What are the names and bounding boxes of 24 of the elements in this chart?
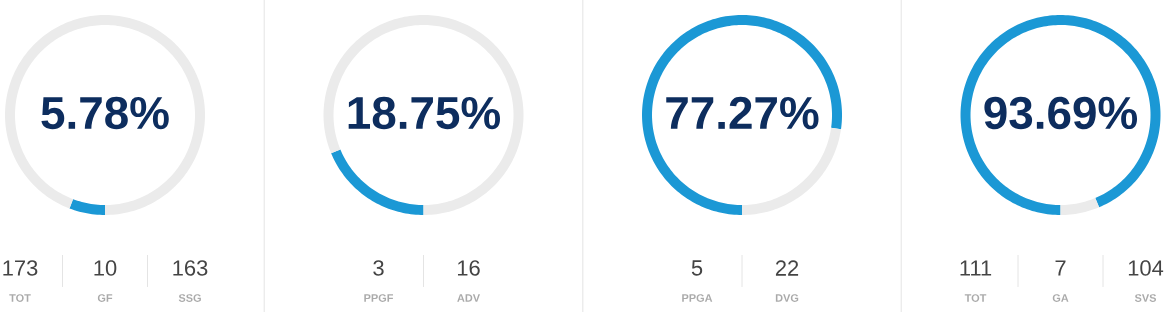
text: 163 bbox=[173, 260, 208, 276]
text: DVG bbox=[775, 294, 799, 302]
text: 16 bbox=[457, 260, 480, 276]
text: SSG bbox=[178, 294, 201, 302]
text: 3 bbox=[373, 260, 384, 276]
text: ADV bbox=[457, 294, 480, 302]
text: SVS bbox=[1134, 294, 1157, 302]
text: 7 bbox=[1055, 260, 1066, 276]
text: PPGF bbox=[364, 294, 394, 302]
text: PPGA bbox=[682, 294, 713, 302]
text: 111 bbox=[960, 260, 992, 276]
text: TOT bbox=[964, 294, 987, 302]
text: 22 bbox=[775, 260, 799, 276]
text: 93.69% bbox=[984, 96, 1138, 130]
text: 77.27% bbox=[666, 96, 819, 130]
text: TOT bbox=[9, 294, 31, 302]
text: 5 bbox=[691, 260, 703, 276]
text: GA bbox=[1052, 294, 1069, 302]
text: 104 bbox=[1128, 260, 1164, 276]
text: GF bbox=[97, 294, 113, 302]
text: 10 bbox=[94, 260, 117, 276]
text: 5.78% bbox=[41, 96, 169, 130]
text: 173 bbox=[3, 260, 38, 276]
text: 18.75% bbox=[348, 96, 500, 130]
